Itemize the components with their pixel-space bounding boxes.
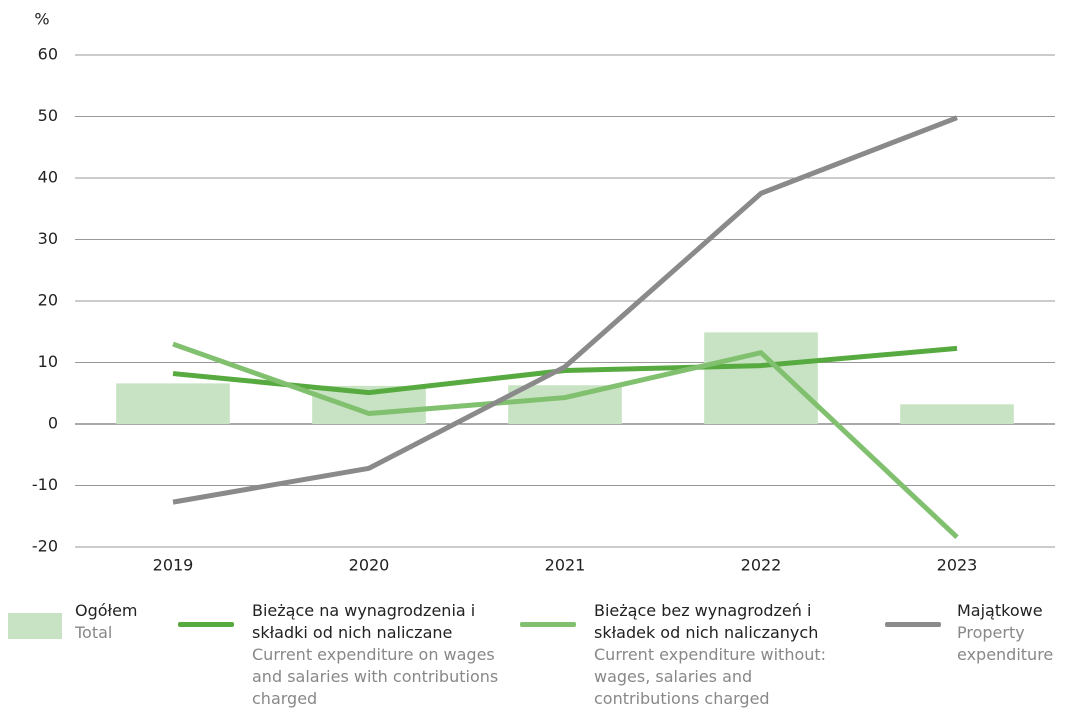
x-tick-label: 2020: [349, 556, 390, 575]
legend-swatch: [885, 622, 941, 627]
legend-label: Majątkowe: [957, 601, 1043, 620]
legend-label: Bieżące na wynagrodzenia i składki od ni…: [252, 601, 476, 642]
y-tick-label: 50: [38, 106, 58, 125]
legend-swatch: [520, 622, 576, 627]
x-tick-label: 2023: [937, 556, 978, 575]
legend-label-en: Property expenditure: [957, 623, 1054, 664]
legend-label-en: Total: [75, 623, 113, 642]
y-tick-label: -10: [32, 475, 58, 494]
line: [172, 341, 959, 539]
legend-label-en: Current expenditure without: wages, sala…: [594, 645, 827, 708]
legend-entry: Majątkowe Property expenditure: [957, 600, 1067, 666]
y-tick-label: 40: [38, 168, 58, 187]
y-tick-label: 20: [38, 291, 58, 310]
bar: [900, 404, 1014, 424]
legend-entry: Ogółem Total: [75, 600, 165, 644]
y-tick-label: -20: [32, 537, 58, 556]
x-tick-label: 2022: [741, 556, 782, 575]
line: [172, 115, 958, 505]
line: [172, 345, 958, 396]
y-tick-label: 60: [38, 45, 58, 64]
bar: [116, 383, 230, 424]
bar: [508, 385, 622, 424]
legend-entry: Bieżące bez wynagrodzeń i składek od nic…: [594, 600, 844, 710]
legend-label: Ogółem: [75, 601, 138, 620]
x-tick-label: 2021: [545, 556, 586, 575]
legend-swatch: [8, 613, 62, 639]
legend-label-en: Current expenditure on wages and salarie…: [252, 645, 499, 708]
x-tick-label: 2019: [153, 556, 194, 575]
y-tick-label: 30: [38, 229, 58, 248]
y-tick-label: 10: [38, 352, 58, 371]
legend-label: Bieżące bez wynagrodzeń i składek od nic…: [594, 601, 819, 642]
chart: % -20 -10 0 10 20 30 40 50 60 2019 2020 2021 2022 202…: [32, 10, 1055, 575]
bar: [704, 332, 818, 424]
legend-swatch: [178, 622, 234, 627]
y-tick-label: 0: [48, 414, 58, 433]
legend-entry: Bieżące na wynagrodzenia i składki od ni…: [252, 600, 507, 710]
y-axis-label: %: [34, 10, 49, 29]
